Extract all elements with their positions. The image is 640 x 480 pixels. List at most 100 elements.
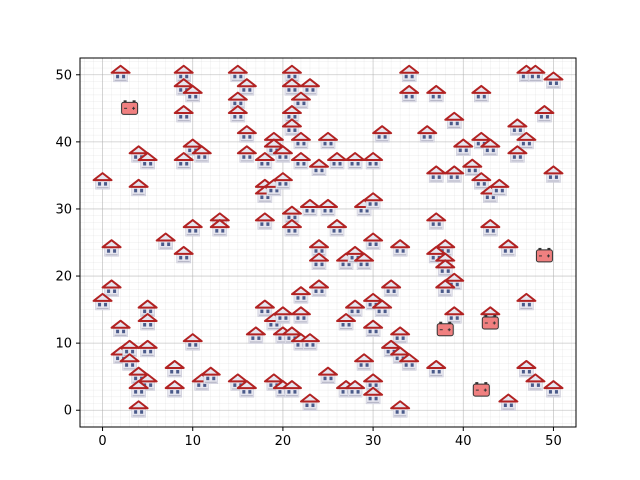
house-icon: [272, 306, 293, 324]
house-icon: [354, 353, 375, 371]
house-icon: [164, 380, 185, 398]
house-icon: [227, 105, 248, 123]
house-icon: [327, 151, 348, 170]
house-icon: [516, 292, 537, 311]
house-icon: [92, 292, 113, 311]
x-tick-label: 0: [98, 434, 106, 449]
house-icon: [236, 145, 257, 163]
house-icon: [489, 178, 510, 197]
house-icon: [444, 306, 465, 324]
house-icon: [426, 84, 447, 103]
house-icon: [525, 64, 546, 83]
x-tick-label: 50: [545, 434, 562, 449]
house-icon: [363, 151, 384, 170]
house-icon: [372, 299, 393, 317]
plot-markers: [92, 64, 564, 418]
house-icon: [345, 151, 366, 170]
house-icon: [318, 131, 338, 150]
house-icon: [236, 380, 257, 398]
x-tick-label: 20: [275, 434, 292, 449]
house-icon: [399, 64, 420, 83]
house-icon: [462, 158, 483, 176]
house-icon: [290, 131, 311, 150]
house-icon: [128, 400, 149, 418]
house-icon: [498, 393, 519, 411]
house-icon: [426, 212, 447, 230]
house-icon: [128, 380, 149, 398]
house-icon: [336, 313, 357, 331]
x-tick-label: 10: [184, 434, 201, 449]
house-icon: [101, 279, 122, 297]
house-icon: [480, 138, 501, 156]
house-icon: [444, 111, 465, 130]
house-icon: [281, 380, 302, 398]
y-axis: 0 10 20 30 40 50: [55, 68, 80, 419]
house-icon: [299, 393, 320, 411]
house-icon: [435, 279, 456, 297]
house-icon: [543, 165, 564, 183]
house-icon: [137, 339, 158, 358]
house-icon: [426, 165, 447, 183]
house-icon: [191, 145, 212, 163]
house-icon: [290, 151, 311, 170]
house-icon: [363, 192, 384, 210]
house-icon: [290, 286, 311, 304]
y-tick-label: 20: [55, 270, 72, 285]
x-tick-label: 40: [455, 434, 472, 449]
house-icon: [254, 151, 275, 170]
house-icon: [363, 386, 384, 405]
house-icon: [516, 131, 537, 150]
y-tick-label: 30: [55, 202, 72, 217]
house-icon: [119, 353, 140, 371]
house-icon: [182, 333, 203, 351]
house-icon: [92, 172, 113, 190]
house-icon: [381, 339, 402, 358]
house-icon: [308, 158, 329, 176]
house-icon: [173, 151, 194, 170]
house-icon: [525, 373, 546, 391]
house-icon: [254, 212, 275, 230]
house-icon: [164, 359, 185, 378]
y-tick-label: 50: [55, 68, 72, 83]
house-icon: [281, 78, 302, 96]
house-icon: [516, 359, 537, 378]
house-icon: [245, 326, 266, 344]
house-icon: [390, 400, 411, 418]
house-icon: [426, 359, 447, 378]
house-icon: [137, 151, 158, 170]
house-icon: [372, 125, 393, 143]
house-icon: [281, 118, 302, 136]
y-tick-label: 10: [55, 337, 72, 352]
house-icon: [236, 125, 257, 143]
house-icon: [318, 198, 338, 217]
house-icon: [345, 299, 366, 317]
house-icon: [308, 279, 329, 297]
house-icon: [480, 219, 501, 237]
house-icon: [182, 219, 203, 237]
battery-icon: [121, 100, 139, 115]
house-icon: [272, 145, 293, 163]
y-tick-label: 0: [64, 404, 72, 419]
house-icon: [254, 299, 275, 317]
house-icon: [507, 145, 528, 163]
house-icon: [227, 64, 248, 83]
y-tick-label: 40: [55, 135, 72, 150]
house-icon: [381, 279, 402, 297]
house-icon: [471, 84, 492, 103]
house-icon: [110, 319, 131, 338]
house-icon: [173, 245, 194, 264]
house-icon: [155, 232, 176, 250]
house-icon: [390, 239, 411, 257]
house-icon: [471, 172, 492, 190]
house-icon: [299, 78, 320, 96]
house-icon: [290, 91, 311, 109]
plot-frame: [79, 57, 577, 428]
house-icon: [299, 333, 320, 351]
house-icon: [498, 239, 519, 257]
house-icon: [236, 78, 257, 96]
house-icon: [507, 118, 528, 136]
house-icon: [327, 219, 348, 237]
house-icon: [345, 380, 366, 398]
house-icon: [173, 105, 194, 123]
